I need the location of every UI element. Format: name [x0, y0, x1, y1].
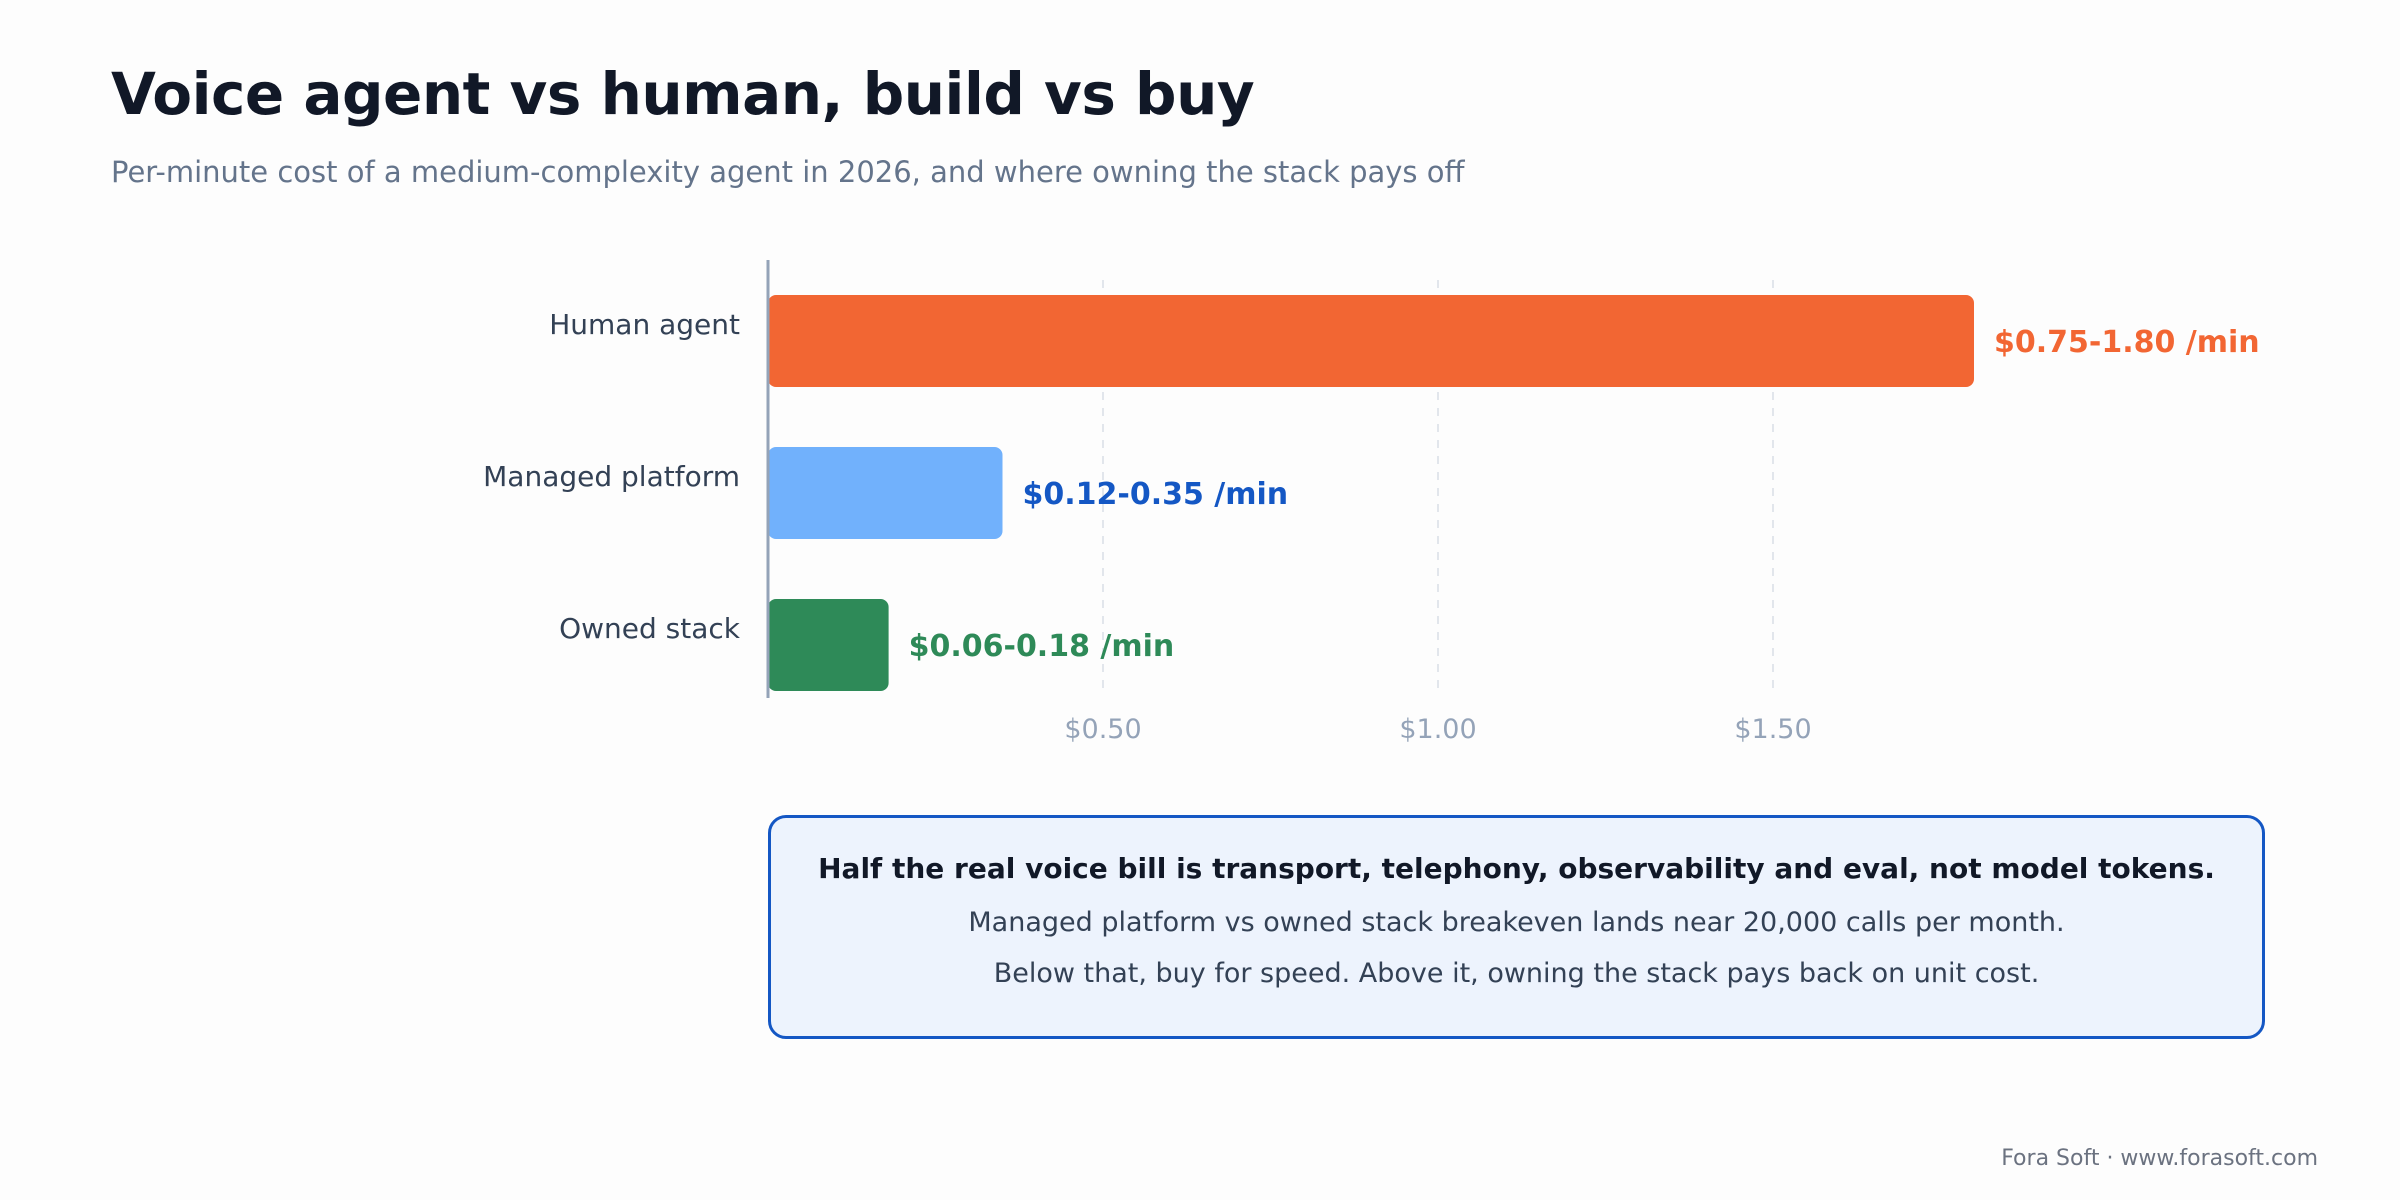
chart-title: Voice agent vs human, build vs buy — [111, 60, 1255, 128]
x-tick-label: $0.50 — [1064, 714, 1141, 745]
chart-subtitle: Per-minute cost of a medium-complexity a… — [111, 155, 1465, 189]
category-label: Human agent — [549, 308, 740, 341]
callout-line-2: Below that, buy for speed. Above it, own… — [993, 958, 2040, 989]
value-label: $0.06-0.18 /min — [909, 629, 1175, 664]
bars — [768, 295, 1974, 691]
value-label: $0.12-0.35 /min — [1023, 477, 1289, 512]
labels: Human agent $0.75-1.80 /min Managed platfo… — [483, 308, 2260, 664]
bar — [768, 295, 1974, 387]
insight-callout: Half the real voice bill is transport, t… — [768, 815, 2265, 1039]
bar — [768, 599, 889, 691]
x-tick-label: $1.50 — [1734, 714, 1811, 745]
callout-line-1: Managed platform vs owned stack breakeve… — [968, 907, 2065, 938]
footer-credit: Fora Soft · www.forasoft.com — [2001, 1146, 2318, 1171]
bar — [768, 447, 1003, 539]
callout-headline: Half the real voice bill is transport, t… — [818, 852, 2215, 885]
x-tick-label: $1.00 — [1399, 714, 1476, 745]
value-label: $0.75-1.80 /min — [1994, 325, 2260, 360]
category-label: Owned stack — [559, 612, 741, 645]
bar-chart: $0.50 $1.00 $1.50 Human agent $0.75-1.80 /m… — [483, 260, 2260, 745]
category-label: Managed platform — [483, 460, 740, 493]
